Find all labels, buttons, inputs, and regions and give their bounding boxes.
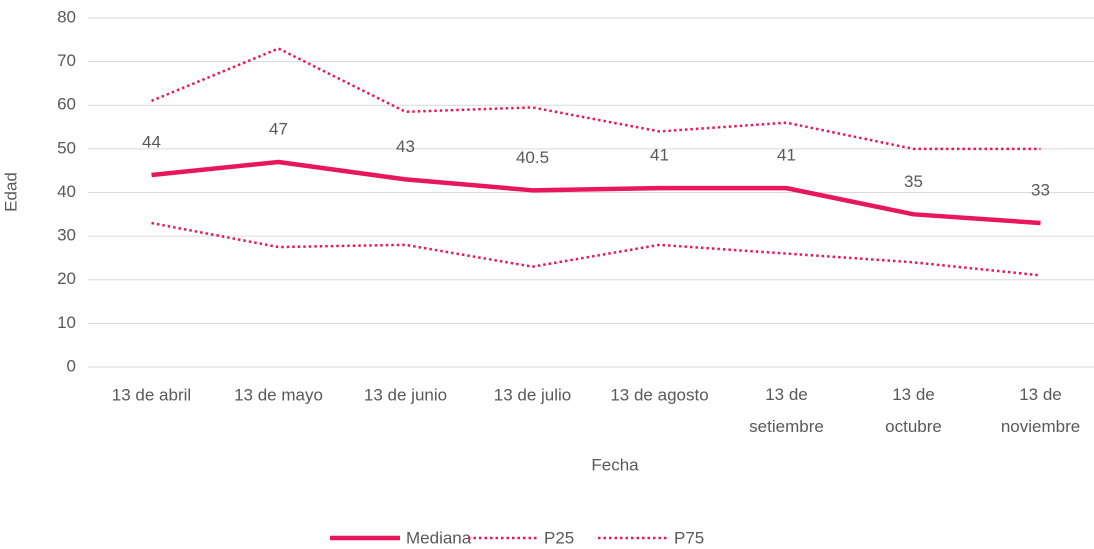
data-label: 41 xyxy=(650,146,669,165)
x-tick-label: 13 de octubre xyxy=(885,385,942,436)
legend-label: P75 xyxy=(674,528,704,547)
x-tick-label: 13 de abril xyxy=(112,385,191,404)
y-tick-label: 0 xyxy=(67,356,76,375)
x-tick-label: 13 de julio xyxy=(494,385,572,404)
data-label: 35 xyxy=(904,172,923,191)
data-label: 33 xyxy=(1031,181,1050,200)
y-tick-label: 70 xyxy=(57,51,76,70)
y-tick-label: 40 xyxy=(57,182,76,201)
x-tick-label: 13 de junio xyxy=(364,385,447,404)
y-tick-label: 60 xyxy=(57,95,76,114)
series-line xyxy=(151,47,1041,151)
x-axis-label: Fecha xyxy=(591,455,639,474)
y-tick-label: 50 xyxy=(57,138,76,157)
data-label: 41 xyxy=(777,146,796,165)
x-tick-label: 13 de setiembre xyxy=(749,385,824,436)
data-label: 40.5 xyxy=(516,148,549,167)
y-tick-label: 30 xyxy=(57,226,76,245)
series-line xyxy=(151,221,1041,277)
legend-label: P25 xyxy=(544,528,574,547)
x-tick-label: 13 de mayo xyxy=(234,385,323,404)
data-label: 44 xyxy=(142,133,161,152)
data-label: 43 xyxy=(396,137,415,156)
series-line xyxy=(151,159,1041,226)
y-axis-label: Edad xyxy=(1,172,20,212)
legend-label: Mediana xyxy=(406,528,472,547)
x-tick-label: 13 de agosto xyxy=(610,385,708,404)
y-tick-label: 80 xyxy=(57,7,76,26)
y-tick-label: 10 xyxy=(57,313,76,332)
x-tick-label: 13 de noviembre xyxy=(1001,385,1080,436)
data-label: 47 xyxy=(269,119,288,138)
y-tick-label: 20 xyxy=(57,269,76,288)
